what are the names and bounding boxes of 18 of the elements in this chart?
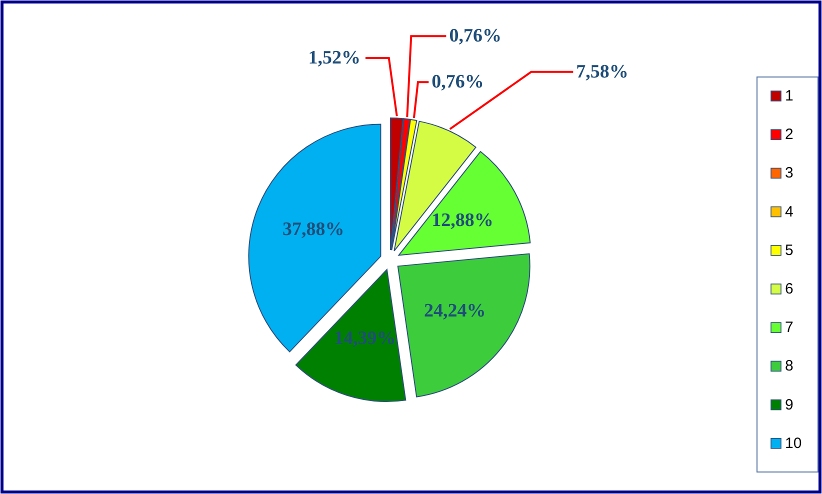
- data-label: 7,58%: [576, 61, 628, 82]
- data-label: 12,88%: [432, 210, 494, 231]
- legend-label: 3: [785, 164, 794, 182]
- legend-label: 8: [785, 358, 794, 375]
- data-label: 0,76%: [449, 26, 502, 47]
- legend-label: 9: [785, 396, 794, 414]
- data-label: 0,76%: [432, 72, 484, 93]
- legend-label: 2: [785, 126, 794, 144]
- legend-label: 1: [785, 88, 794, 104]
- legend-label: 6: [785, 280, 794, 298]
- legend-label: 4: [785, 203, 794, 220]
- data-label: 1,52%: [308, 48, 360, 69]
- legend-label: 5: [785, 242, 794, 259]
- data-label: 14,39%: [334, 328, 396, 350]
- legend-label: 10: [785, 434, 802, 452]
- data-label: 37,88%: [282, 218, 344, 240]
- legend-label: 7: [785, 319, 794, 336]
- data-label: 24,24%: [424, 300, 486, 322]
